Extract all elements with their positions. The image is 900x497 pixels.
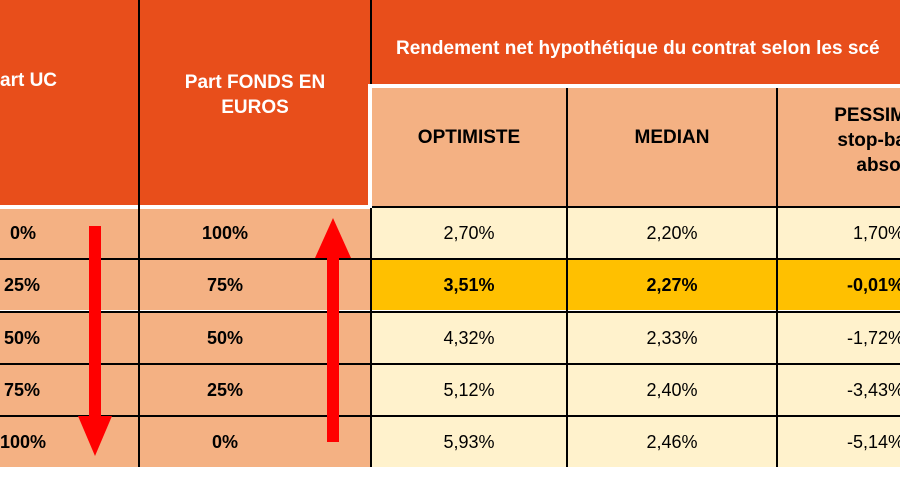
cell-pessimiste: -3,43% — [778, 365, 900, 415]
cell-part-uc: 100% — [0, 431, 47, 452]
header-part-uc: art UC — [0, 58, 60, 102]
cell-median: 2,27% — [568, 260, 776, 310]
header-median: MEDIAN — [634, 127, 710, 148]
cell-pessimiste: -5,14% — [778, 417, 900, 467]
cell-part-fonds: 50% — [206, 327, 244, 348]
cell-part-uc: 50% — [4, 327, 41, 348]
cell-part-uc: 75% — [4, 379, 41, 400]
cell-optimiste: 2,70% — [372, 208, 566, 258]
header-optimiste: OPTIMISTE — [417, 127, 521, 148]
grid-hline-3 — [0, 363, 900, 365]
table-row — [0, 365, 370, 415]
cell-part-fonds: 25% — [206, 379, 244, 400]
grid-hline-2 — [0, 311, 900, 313]
cell-optimiste: 5,93% — [372, 417, 566, 467]
grid-vline-1 — [138, 0, 140, 467]
header-part-fonds: Part FONDS EN EUROS — [170, 60, 340, 130]
table-row — [0, 417, 370, 467]
grid-vline-5 — [776, 88, 778, 467]
cell-median: 2,20% — [568, 208, 776, 258]
table-row — [0, 208, 370, 258]
cell-optimiste: 5,12% — [372, 365, 566, 415]
cell-part-fonds: 0% — [211, 431, 238, 452]
grid-vline-3 — [370, 208, 372, 467]
header-white-line-bottom — [0, 205, 370, 209]
cell-part-uc: 0% — [10, 222, 37, 243]
cell-part-uc: 25% — [4, 274, 41, 295]
scenario-subheader-bg — [371, 86, 900, 207]
header-rendement: Rendement net hypothétique du contrat se… — [380, 30, 900, 66]
cell-pessimiste: 1,70% — [778, 208, 900, 258]
table-row — [0, 260, 370, 310]
cell-median: 2,33% — [568, 313, 776, 363]
cell-optimiste: 4,32% — [372, 313, 566, 363]
cell-pessimiste: -0,01% — [778, 260, 900, 310]
cell-median: 2,46% — [568, 417, 776, 467]
table-row — [0, 313, 370, 363]
grid-vline-4 — [566, 88, 568, 467]
up-arrow-icon — [315, 218, 351, 442]
down-arrow-icon — [78, 226, 112, 456]
cell-part-fonds: 100% — [201, 222, 249, 243]
cell-pessimiste: -1,72% — [778, 313, 900, 363]
cell-median: 2,40% — [568, 365, 776, 415]
grid-hline-1 — [0, 258, 900, 260]
header-white-line-top — [371, 84, 900, 88]
cell-part-fonds: 75% — [206, 274, 244, 295]
grid-vline-2 — [370, 0, 372, 84]
grid-hline-4 — [0, 415, 900, 417]
cell-optimiste: 3,51% — [372, 260, 566, 310]
grid-hline-0 — [372, 206, 900, 208]
header-white-line-left — [368, 84, 372, 208]
header-pessimiste: PESSIM stop-ba absol — [834, 104, 900, 176]
